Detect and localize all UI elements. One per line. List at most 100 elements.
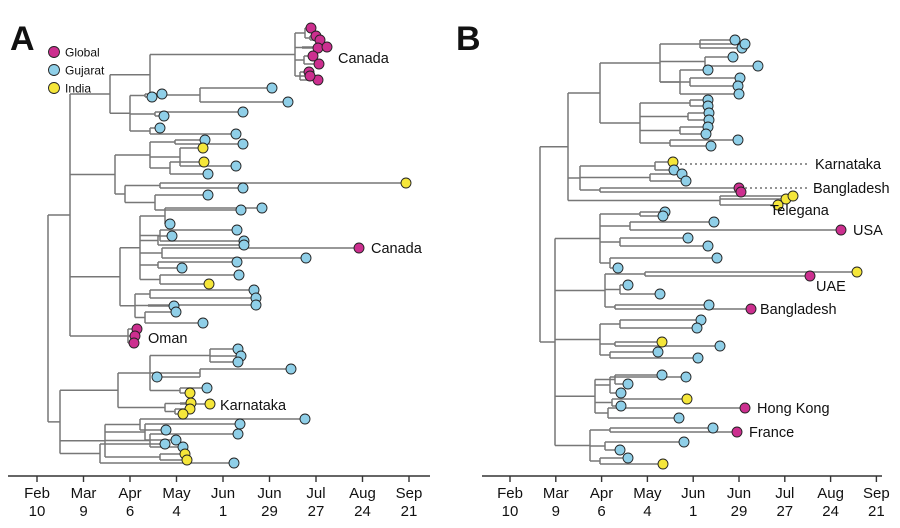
tick-label-day: 21 bbox=[868, 503, 885, 520]
tick-label-day: 4 bbox=[172, 503, 180, 520]
legend-swatch-india bbox=[48, 82, 60, 94]
tip-gujarat bbox=[656, 369, 668, 381]
tip-gujarat bbox=[234, 418, 246, 430]
tip-gujarat bbox=[158, 110, 170, 122]
tip-global bbox=[739, 402, 751, 414]
tip-gujarat bbox=[159, 438, 171, 450]
tip-india bbox=[184, 387, 196, 399]
tip-annotation: Karnataka bbox=[220, 398, 287, 414]
tip-gujarat bbox=[231, 224, 243, 236]
tip-gujarat bbox=[673, 412, 685, 424]
tip-global bbox=[731, 426, 743, 438]
tip-annotation: Bangladesh bbox=[813, 181, 890, 197]
tip-gujarat bbox=[739, 38, 751, 50]
tip-gujarat bbox=[682, 232, 694, 244]
tick-label-month: Jun bbox=[727, 485, 751, 502]
tip-gujarat bbox=[680, 175, 692, 187]
panel-b: Feb10Mar9Apr6May4Jun1Jun29Jul27Aug24Sep2… bbox=[456, 20, 890, 520]
tip-global bbox=[735, 186, 747, 198]
tip-gujarat bbox=[237, 182, 249, 194]
tick-label-month: Jun bbox=[211, 485, 235, 502]
tip-gujarat bbox=[228, 457, 240, 469]
tip-gujarat bbox=[164, 218, 176, 230]
tip-gujarat bbox=[703, 299, 715, 311]
tip-gujarat bbox=[237, 106, 249, 118]
legend-label: Gujarat bbox=[65, 64, 105, 78]
tip-gujarat bbox=[299, 413, 311, 425]
tip-gujarat bbox=[146, 91, 158, 103]
tip-gujarat bbox=[700, 128, 712, 140]
tick-label-month: Feb bbox=[24, 485, 50, 502]
tip-gujarat bbox=[707, 422, 719, 434]
tip-india bbox=[657, 458, 669, 470]
tick-label-month: Jul bbox=[775, 485, 794, 502]
tip-global bbox=[307, 50, 319, 62]
tip-global bbox=[745, 303, 757, 315]
tip-gujarat bbox=[250, 299, 262, 311]
tick-label-month: Aug bbox=[817, 485, 844, 502]
tick-label-day: 6 bbox=[126, 503, 134, 520]
tip-gujarat bbox=[708, 216, 720, 228]
tick-label-day: 27 bbox=[776, 503, 793, 520]
tip-global bbox=[835, 224, 847, 236]
tip-gujarat bbox=[680, 371, 692, 383]
tip-global bbox=[304, 70, 316, 82]
tip-annotation: Oman bbox=[148, 331, 188, 347]
tip-annotation: Bangladesh bbox=[760, 302, 837, 318]
tip-gujarat bbox=[233, 269, 245, 281]
tip-gujarat bbox=[160, 424, 172, 436]
tip-gujarat bbox=[197, 317, 209, 329]
tip-gujarat bbox=[202, 168, 214, 180]
legend-label: India bbox=[65, 82, 91, 96]
tip-gujarat bbox=[154, 122, 166, 134]
tip-gujarat bbox=[202, 189, 214, 201]
tip-india bbox=[681, 393, 693, 405]
tip-gujarat bbox=[300, 252, 312, 264]
tip-gujarat bbox=[151, 371, 163, 383]
tick-label-day: 1 bbox=[219, 503, 227, 520]
tip-india bbox=[181, 454, 193, 466]
tip-india bbox=[772, 199, 784, 211]
tip-india bbox=[787, 190, 799, 202]
tip-gujarat bbox=[657, 210, 669, 222]
tick-label-day: 29 bbox=[731, 503, 748, 520]
tip-annotation: USA bbox=[853, 223, 883, 239]
tick-label-month: Feb bbox=[497, 485, 523, 502]
tip-global bbox=[313, 58, 325, 70]
tip-india bbox=[197, 142, 209, 154]
tip-annotation: France bbox=[749, 425, 794, 441]
tip-global bbox=[305, 22, 317, 34]
tip-global bbox=[353, 242, 365, 254]
tick-label-month: Apr bbox=[590, 485, 613, 502]
tip-gujarat bbox=[156, 88, 168, 100]
tip-gujarat bbox=[238, 239, 250, 251]
tip-india bbox=[400, 177, 412, 189]
legend-label: Global bbox=[65, 46, 100, 60]
tip-gujarat bbox=[256, 202, 268, 214]
tip-gujarat bbox=[678, 436, 690, 448]
tip-gujarat bbox=[232, 356, 244, 368]
tip-global bbox=[128, 337, 140, 349]
tick-label-month: Apr bbox=[118, 485, 141, 502]
tip-gujarat bbox=[615, 400, 627, 412]
tip-gujarat bbox=[622, 452, 634, 464]
tip-gujarat bbox=[622, 279, 634, 291]
tip-gujarat bbox=[282, 96, 294, 108]
tip-annotation: UAE bbox=[816, 279, 846, 295]
tip-gujarat bbox=[705, 140, 717, 152]
tick-label-day: 4 bbox=[643, 503, 651, 520]
tip-gujarat bbox=[612, 262, 624, 274]
tip-gujarat bbox=[654, 288, 666, 300]
tick-label-month: May bbox=[162, 485, 191, 502]
tip-india bbox=[198, 156, 210, 168]
tip-gujarat bbox=[652, 346, 664, 358]
tick-label-month: Jul bbox=[306, 485, 325, 502]
tick-label-month: Jun bbox=[681, 485, 705, 502]
tip-gujarat bbox=[752, 60, 764, 72]
tick-label-day: 1 bbox=[689, 503, 697, 520]
legend-swatch-gujarat bbox=[48, 64, 60, 76]
tip-global bbox=[804, 270, 816, 282]
tip-india bbox=[204, 398, 216, 410]
tip-gujarat bbox=[235, 204, 247, 216]
